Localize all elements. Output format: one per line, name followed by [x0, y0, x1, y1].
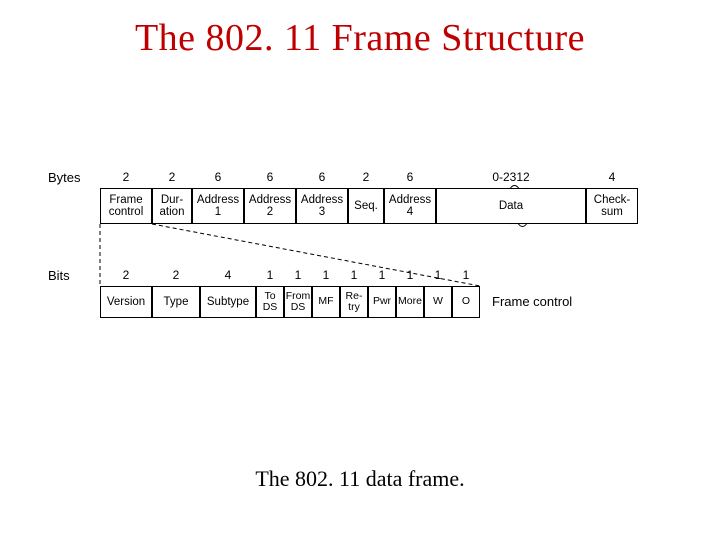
- bytes-count: 6: [384, 170, 436, 184]
- field-w: W: [424, 286, 452, 318]
- field-dur--ation: Dur- ation: [152, 188, 192, 224]
- bytes-count: 6: [244, 170, 296, 184]
- field-subtype: Subtype: [200, 286, 256, 318]
- field-pwr: Pwr: [368, 286, 396, 318]
- bytes-count: 2: [152, 170, 192, 184]
- bytes-count: 6: [296, 170, 348, 184]
- field-address-2: Address 2: [244, 188, 296, 224]
- field-type: Type: [152, 286, 200, 318]
- field-to-ds: To DS: [256, 286, 284, 318]
- bits-count: 1: [396, 268, 424, 282]
- bytes-count: 2: [100, 170, 152, 184]
- field-address-3: Address 3: [296, 188, 348, 224]
- bits-count: 2: [100, 268, 152, 282]
- bytes-count: 6: [192, 170, 244, 184]
- bits-count: 1: [284, 268, 312, 282]
- field-version: Version: [100, 286, 152, 318]
- field-more: More: [396, 286, 424, 318]
- field-check--sum: Check- sum: [586, 188, 638, 224]
- bits-count: 1: [424, 268, 452, 282]
- caption: The 802. 11 data frame.: [0, 466, 720, 492]
- slide-title: The 802. 11 Frame Structure: [0, 16, 720, 60]
- field-seq.: Seq.: [348, 188, 384, 224]
- bits-count: 1: [368, 268, 396, 282]
- bytes-count: 0-2312: [436, 170, 586, 184]
- bits-count: 1: [256, 268, 284, 282]
- bits-count: 4: [200, 268, 256, 282]
- bits-count: 2: [152, 268, 200, 282]
- field-frame-control: Frame control: [100, 188, 152, 224]
- field-o: O: [452, 286, 480, 318]
- bytes-count: 2: [348, 170, 384, 184]
- bits-count: 1: [312, 268, 340, 282]
- field-mf: MF: [312, 286, 340, 318]
- field-address-1: Address 1: [192, 188, 244, 224]
- field-from-ds: From DS: [284, 286, 312, 318]
- field-data: Data: [436, 188, 586, 224]
- bits-count: 1: [452, 268, 480, 282]
- bits-count: 1: [340, 268, 368, 282]
- field-re--try: Re- try: [340, 286, 368, 318]
- field-address-4: Address 4: [384, 188, 436, 224]
- bytes-count: 4: [586, 170, 638, 184]
